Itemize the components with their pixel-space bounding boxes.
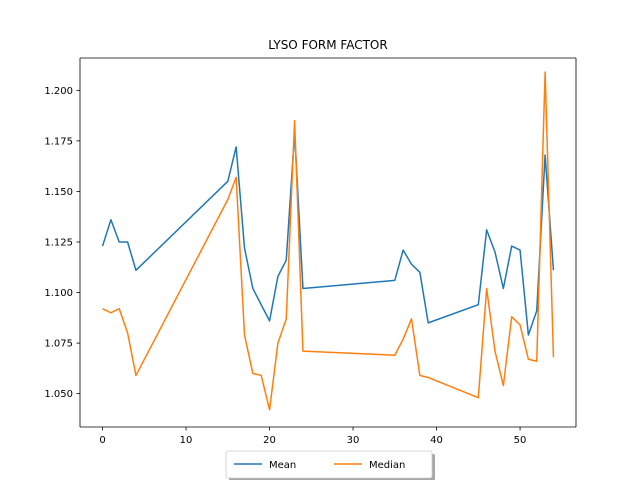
y-tick-label: 1.125	[44, 237, 73, 248]
legend-label-mean: Mean	[269, 460, 296, 471]
series-line-median	[102, 71, 555, 411]
legend-label-median: Median	[369, 460, 405, 471]
x-tick-label: 10	[180, 435, 193, 446]
x-tick-label: 30	[347, 435, 360, 446]
y-tick-label: 1.150	[44, 187, 73, 198]
chart-title: LYSO FORM FACTOR	[268, 38, 387, 52]
legend: Mean Median	[225, 450, 435, 480]
y-tick-label: 1.050	[44, 389, 73, 400]
y-tick-label: 1.100	[44, 288, 73, 299]
x-tick-label: 20	[263, 435, 276, 446]
x-tick-label: 0	[99, 435, 105, 446]
legend-frame	[225, 450, 433, 479]
y-tick-label: 1.200	[44, 86, 73, 97]
x-tick-label: 40	[430, 435, 443, 446]
plot-area: 0 10 20 30 40 50 1.050 1.075 1.100 1.125 1.150 1.17…	[44, 57, 577, 446]
series-line-mean	[101, 132, 555, 336]
x-tick-label: 50	[514, 435, 527, 446]
y-tick-label: 1.075	[44, 339, 73, 350]
y-tick-label: 1.175	[44, 136, 73, 147]
